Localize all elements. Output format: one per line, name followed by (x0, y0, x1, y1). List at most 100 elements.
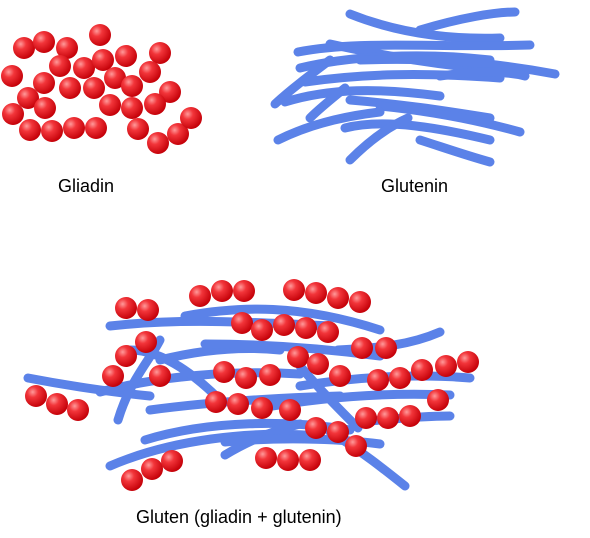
gliadin-molecule (180, 107, 202, 129)
glutenin-fiber (340, 119, 495, 145)
gliadin-label: Gliadin (58, 176, 114, 196)
gluten-gliadin-molecule (161, 450, 183, 472)
gluten-gliadin-molecule (349, 291, 371, 313)
gliadin-molecule (17, 87, 39, 109)
gluten-gliadin-molecule (205, 391, 227, 413)
glutenin-fiber (355, 54, 560, 79)
glutenin-fiber (415, 7, 520, 35)
gluten-gliadin-molecule (273, 314, 295, 336)
gluten-gliadin-molecule (457, 351, 479, 373)
gliadin-molecule (92, 49, 114, 71)
glutenin-fiber (280, 86, 445, 107)
gluten-gliadin-molecule (259, 364, 281, 386)
gliadin-molecule (121, 97, 143, 119)
gluten-fiber (220, 434, 385, 449)
glutenin-fibers (270, 7, 560, 167)
gluten-gliadin-molecule (227, 393, 249, 415)
gluten-gliadin-molecule (213, 361, 235, 383)
gliadin-molecule (149, 42, 171, 64)
gluten-gliadin-molecule (317, 321, 339, 343)
gluten-fiber (113, 335, 165, 425)
gliadin-molecule (121, 75, 143, 97)
gluten-gliadin-molecule (327, 287, 349, 309)
gluten-gliadin-molecule (149, 365, 171, 387)
gluten-gliadin-molecule (411, 359, 433, 381)
gliadin-molecule (33, 31, 55, 53)
gliadin-molecule (89, 24, 111, 46)
gluten-gliadin-molecule (115, 297, 137, 319)
gluten-gliadin-molecule (251, 319, 273, 341)
gliadin-molecule (56, 37, 78, 59)
gliadin-molecule (104, 67, 126, 89)
gluten-gliadin-molecule (307, 353, 329, 375)
glutenin-fiber (273, 107, 385, 145)
gliadin-molecule (147, 132, 169, 154)
gluten-gliadin-molecule (355, 407, 377, 429)
gliadin-molecule (41, 120, 63, 142)
gluten-gliadin-molecule (295, 317, 317, 339)
gluten-gliadin-molecule (135, 331, 157, 353)
gluten-gliadin-molecule (255, 447, 277, 469)
gliadin-molecule (144, 93, 166, 115)
gluten-gliadin-molecule (67, 399, 89, 421)
gliadin-molecule (159, 81, 181, 103)
gluten-gliadin-molecule (299, 449, 321, 471)
gluten-gliadin-molecule (427, 389, 449, 411)
gliadin-molecule (139, 61, 161, 83)
gluten-gliadin-molecule (305, 417, 327, 439)
gluten-gliadin-molecule (102, 365, 124, 387)
gliadin-molecule (19, 119, 41, 141)
gliadin-molecule (85, 117, 107, 139)
gluten-gliadin-molecule (189, 285, 211, 307)
gliadin-molecule (34, 97, 56, 119)
gluten-gliadin-molecule (305, 282, 327, 304)
gliadin-molecule (115, 45, 137, 67)
gliadin-molecule (59, 77, 81, 99)
gluten-gliadin-molecule (375, 337, 397, 359)
gliadin-molecule (127, 118, 149, 140)
gluten-fiber (23, 373, 155, 401)
glutenin-fiber (375, 101, 525, 137)
gliadin-molecule (1, 65, 23, 87)
gliadin-molecule (99, 94, 121, 116)
glutenin-fiber (415, 135, 495, 167)
gluten-gliadin-molecule (277, 449, 299, 471)
gluten-fiber (180, 304, 385, 335)
gliadin-molecule (49, 55, 71, 77)
gluten-gliadin-molecule (283, 279, 305, 301)
gluten-network-fibers (23, 304, 475, 491)
gliadin-cluster (1, 24, 202, 154)
glutenin-fiber (435, 67, 530, 81)
gluten-gliadin-molecule (377, 407, 399, 429)
gluten-fiber (155, 343, 285, 365)
gluten-gliadin-molecule (137, 299, 159, 321)
gluten-gliadin-molecule (25, 385, 47, 407)
gluten-gliadin-molecule (435, 355, 457, 377)
gluten-gliadin-molecule (345, 435, 367, 457)
gluten-gliadin-molecule (121, 469, 143, 491)
gliadin-molecule (83, 77, 105, 99)
gluten-gliadin-molecule (211, 280, 233, 302)
gluten-gliadin-molecule (389, 367, 411, 389)
gluten-gliadin-molecule (399, 405, 421, 427)
gluten-gliadin-molecule (115, 345, 137, 367)
gliadin-molecule (13, 37, 35, 59)
glutenin-label: Glutenin (381, 176, 448, 196)
glutenin-fiber (270, 55, 335, 109)
gluten-fiber (295, 361, 363, 433)
gliadin-molecule (63, 117, 85, 139)
gluten-network-gliadin (25, 279, 479, 491)
gluten-fiber (295, 371, 475, 391)
gluten-gliadin-molecule (251, 397, 273, 419)
glutenin-fiber (293, 40, 535, 57)
gluten-label: Gluten (gliadin + glutenin) (136, 507, 342, 527)
gliadin-molecule (73, 57, 95, 79)
gluten-gliadin-molecule (46, 393, 68, 415)
gluten-gliadin-molecule (233, 280, 255, 302)
gluten-gliadin-molecule (327, 421, 349, 443)
gluten-gliadin-molecule (287, 346, 309, 368)
gluten-gliadin-molecule (235, 367, 257, 389)
gluten-gliadin-molecule (141, 458, 163, 480)
gluten-gliadin-molecule (351, 337, 373, 359)
